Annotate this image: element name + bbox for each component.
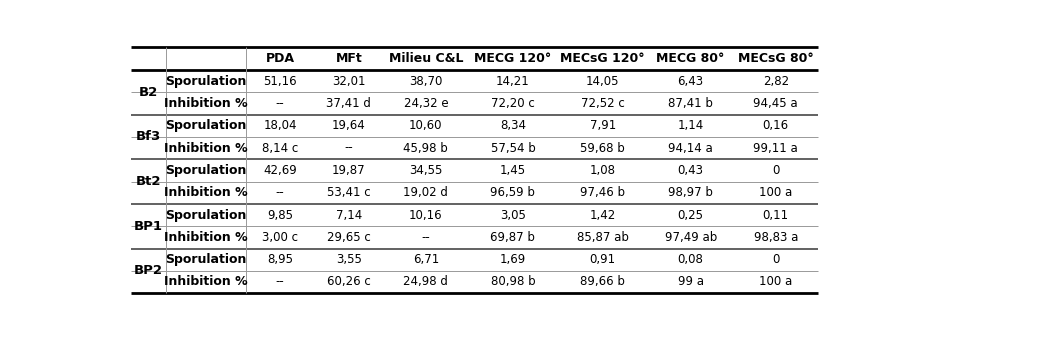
- Text: 60,26 c: 60,26 c: [327, 276, 371, 289]
- Text: Inhibition %: Inhibition %: [164, 97, 248, 110]
- Text: 94,14 a: 94,14 a: [669, 142, 713, 154]
- Text: Inhibition %: Inhibition %: [164, 142, 248, 154]
- Text: 0: 0: [772, 164, 780, 177]
- Text: 0,25: 0,25: [677, 209, 703, 222]
- Text: 1,69: 1,69: [500, 253, 526, 266]
- Text: 1,08: 1,08: [589, 164, 616, 177]
- Text: Inhibition %: Inhibition %: [164, 231, 248, 244]
- Text: Sporulation: Sporulation: [165, 119, 247, 132]
- Text: 0: 0: [772, 253, 780, 266]
- Text: MECsG 80°: MECsG 80°: [738, 52, 814, 65]
- Text: 96,59 b: 96,59 b: [490, 186, 535, 199]
- Text: BP2: BP2: [134, 264, 163, 277]
- Text: 99,11 a: 99,11 a: [753, 142, 798, 154]
- Text: 19,02 d: 19,02 d: [403, 186, 448, 199]
- Text: PDA: PDA: [265, 52, 295, 65]
- Text: 19,87: 19,87: [332, 164, 366, 177]
- Text: 3,00 c: 3,00 c: [262, 231, 298, 244]
- Text: 72,52 c: 72,52 c: [581, 97, 625, 110]
- Text: 0,91: 0,91: [589, 253, 616, 266]
- Text: 24,98 d: 24,98 d: [403, 276, 448, 289]
- Text: 97,49 ab: 97,49 ab: [665, 231, 717, 244]
- Text: 3,05: 3,05: [500, 209, 526, 222]
- Text: 8,95: 8,95: [268, 253, 293, 266]
- Text: 85,87 ab: 85,87 ab: [577, 231, 629, 244]
- Text: 1,14: 1,14: [677, 119, 703, 132]
- Text: 45,98 b: 45,98 b: [403, 142, 448, 154]
- Text: MECG 80°: MECG 80°: [656, 52, 725, 65]
- Text: 99 a: 99 a: [677, 276, 703, 289]
- Text: 8,14 c: 8,14 c: [262, 142, 298, 154]
- Text: 100 a: 100 a: [759, 186, 792, 199]
- Text: 7,91: 7,91: [589, 119, 616, 132]
- Text: 6,43: 6,43: [677, 75, 703, 87]
- Text: 38,70: 38,70: [410, 75, 442, 87]
- Text: 9,85: 9,85: [268, 209, 293, 222]
- Text: Sporulation: Sporulation: [165, 164, 247, 177]
- Text: 2,82: 2,82: [763, 75, 789, 87]
- Text: 94,45 a: 94,45 a: [753, 97, 798, 110]
- Text: 7,14: 7,14: [335, 209, 362, 222]
- Text: 14,21: 14,21: [496, 75, 530, 87]
- Text: --: --: [276, 186, 284, 199]
- Text: Milieu C&L: Milieu C&L: [389, 52, 463, 65]
- Text: MECsG 120°: MECsG 120°: [560, 52, 645, 65]
- Text: 34,55: 34,55: [410, 164, 442, 177]
- Text: 18,04: 18,04: [263, 119, 297, 132]
- Text: 0,08: 0,08: [678, 253, 703, 266]
- Text: Inhibition %: Inhibition %: [164, 186, 248, 199]
- Text: 6,71: 6,71: [413, 253, 439, 266]
- Text: 3,55: 3,55: [335, 253, 362, 266]
- Text: 0,43: 0,43: [677, 164, 703, 177]
- Text: MFt: MFt: [335, 52, 363, 65]
- Text: 10,60: 10,60: [409, 119, 443, 132]
- Text: 80,98 b: 80,98 b: [490, 276, 535, 289]
- Text: 10,16: 10,16: [409, 209, 443, 222]
- Text: MECG 120°: MECG 120°: [474, 52, 552, 65]
- Text: 0,16: 0,16: [763, 119, 789, 132]
- Text: B2: B2: [139, 86, 158, 99]
- Text: Bt2: Bt2: [136, 175, 161, 188]
- Text: 37,41 d: 37,41 d: [326, 97, 371, 110]
- Text: 97,46 b: 97,46 b: [580, 186, 625, 199]
- Text: 24,32 e: 24,32 e: [403, 97, 448, 110]
- Text: 72,20 c: 72,20 c: [491, 97, 535, 110]
- Text: Bf3: Bf3: [136, 130, 161, 143]
- Text: 51,16: 51,16: [263, 75, 297, 87]
- Text: 1,42: 1,42: [589, 209, 616, 222]
- Text: Sporulation: Sporulation: [165, 253, 247, 266]
- Text: 0,11: 0,11: [763, 209, 789, 222]
- Text: 59,68 b: 59,68 b: [580, 142, 625, 154]
- Text: 8,34: 8,34: [500, 119, 526, 132]
- Text: 87,41 b: 87,41 b: [668, 97, 713, 110]
- Text: 57,54 b: 57,54 b: [490, 142, 535, 154]
- Text: 42,69: 42,69: [263, 164, 297, 177]
- Text: 98,83 a: 98,83 a: [753, 231, 798, 244]
- Text: 100 a: 100 a: [759, 276, 792, 289]
- Text: 29,65 c: 29,65 c: [327, 231, 371, 244]
- Text: --: --: [421, 231, 431, 244]
- Text: --: --: [345, 142, 353, 154]
- Text: --: --: [276, 276, 284, 289]
- Text: 19,64: 19,64: [332, 119, 366, 132]
- Text: Inhibition %: Inhibition %: [164, 276, 248, 289]
- Text: 32,01: 32,01: [332, 75, 366, 87]
- Text: 89,66 b: 89,66 b: [580, 276, 625, 289]
- Text: Sporulation: Sporulation: [165, 75, 247, 87]
- Text: BP1: BP1: [134, 219, 163, 233]
- Text: 14,05: 14,05: [586, 75, 620, 87]
- Text: 53,41 c: 53,41 c: [327, 186, 371, 199]
- Text: --: --: [276, 97, 284, 110]
- Text: 69,87 b: 69,87 b: [490, 231, 535, 244]
- Text: 98,97 b: 98,97 b: [668, 186, 713, 199]
- Text: Sporulation: Sporulation: [165, 209, 247, 222]
- Text: 1,45: 1,45: [500, 164, 526, 177]
